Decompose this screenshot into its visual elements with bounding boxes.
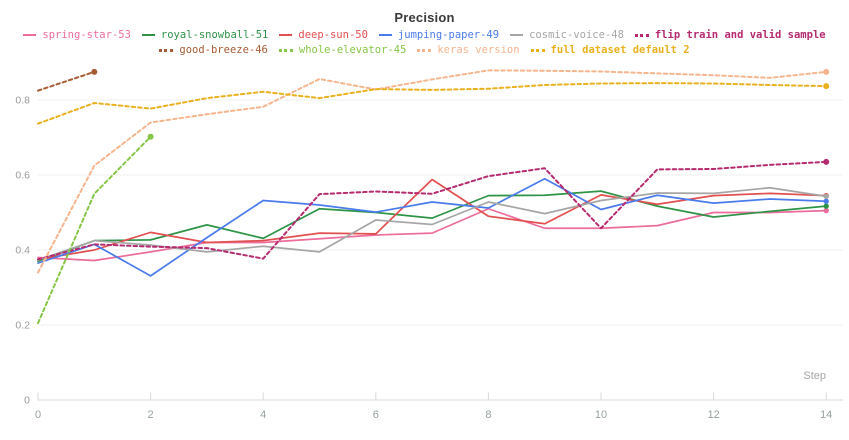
series-endpoint-dot — [823, 193, 829, 200]
legend-row-2: good-breeze-46 whole-elevator-45 keras ver… — [159, 44, 690, 56]
legend-item-label: good-breeze-46 — [179, 44, 268, 56]
series-endpoint-dot — [823, 207, 829, 214]
series-line-deep-sun-50[interactable] — [37, 178, 828, 261]
series-endpoint-dot — [823, 198, 829, 204]
chart-legend: spring-star-53 royal-snowball-51 deep-sun-… — [0, 29, 849, 56]
series-line-good-breeze-46[interactable] — [37, 70, 96, 92]
series-endpoint-dot — [823, 83, 830, 90]
x-tick-label: 8 — [485, 409, 491, 421]
solid-line-icon — [23, 34, 37, 36]
legend-item-good-breeze-46[interactable]: good-breeze-46 — [159, 44, 268, 56]
legend-item-label: jumping-paper-49 — [397, 29, 500, 41]
dashed-line-icon — [417, 48, 432, 52]
series-endpoint-dot — [91, 68, 98, 75]
series-line-keras-version[interactable] — [37, 69, 828, 274]
legend-item-cosmic-voice-48[interactable]: cosmic-voice-48 — [510, 29, 624, 41]
x-axis-title: Step — [803, 370, 826, 382]
series-line-whole-elevator-45[interactable] — [37, 135, 152, 325]
y-tick-label: 0 — [24, 395, 30, 407]
dashed-line-icon — [278, 48, 293, 52]
y-tick-label: 0.8 — [15, 95, 30, 107]
solid-line-icon — [510, 34, 524, 36]
x-tick-label: 6 — [373, 409, 379, 421]
y-tick-label: 0.2 — [15, 320, 30, 332]
x-tick-label: 10 — [595, 409, 607, 421]
legend-item-spring-star-53[interactable]: spring-star-53 — [23, 29, 131, 41]
y-tick-label: 0.6 — [15, 170, 30, 182]
dashed-line-icon — [530, 48, 545, 52]
legend-row-1: spring-star-53 royal-snowball-51 deep-sun-… — [23, 29, 826, 41]
legend-item-deep-sun-50[interactable]: deep-sun-50 — [279, 29, 368, 41]
x-tick-label: 0 — [35, 409, 41, 421]
x-tick-label: 2 — [148, 409, 154, 421]
legend-item-keras-version[interactable]: keras version — [417, 44, 520, 56]
y-tick-label: 0.4 — [15, 245, 30, 257]
solid-line-icon — [141, 34, 155, 36]
legend-item-label: royal-snowball-51 — [160, 29, 269, 41]
legend-item-label: full dataset default 2 — [550, 44, 690, 56]
x-tick-label: 14 — [820, 409, 832, 421]
solid-line-icon — [378, 34, 392, 36]
legend-item-full-dataset-default-2[interactable]: full dataset default 2 — [530, 44, 690, 56]
legend-item-flip-train-and-valid-sample[interactable]: flip train and valid sample — [634, 29, 826, 41]
series-line-spring-star-53[interactable] — [37, 207, 828, 262]
chart-title: Precision — [394, 10, 455, 25]
legend-item-jumping-paper-49[interactable]: jumping-paper-49 — [378, 29, 500, 41]
legend-item-label: keras version — [437, 44, 520, 56]
series-endpoint-dot — [147, 133, 154, 140]
legend-item-label: flip train and valid sample — [654, 29, 826, 41]
legend-item-label: cosmic-voice-48 — [529, 29, 624, 41]
x-tick-label: 4 — [260, 409, 266, 421]
series-line-full-dataset-default-2[interactable] — [37, 82, 828, 125]
dashed-line-icon — [634, 33, 649, 37]
series-endpoint-dot — [823, 203, 829, 209]
solid-line-icon — [279, 34, 293, 36]
series-endpoint-dot — [823, 68, 830, 75]
dashed-line-icon — [159, 48, 174, 52]
x-tick-label: 12 — [707, 409, 719, 421]
series-line-royal-snowball-51[interactable] — [37, 190, 828, 263]
series-line-flip-train-and-valid-sample[interactable] — [37, 160, 828, 261]
series-endpoint-dot — [823, 158, 830, 165]
series-line-jumping-paper-49[interactable] — [37, 177, 828, 277]
legend-item-royal-snowball-51[interactable]: royal-snowball-51 — [141, 29, 269, 41]
legend-item-whole-elevator-45[interactable]: whole-elevator-45 — [278, 44, 407, 56]
legend-item-label: spring-star-53 — [42, 29, 131, 41]
legend-item-label: whole-elevator-45 — [298, 44, 407, 56]
legend-item-label: deep-sun-50 — [298, 29, 368, 41]
series-line-cosmic-voice-48[interactable] — [37, 186, 828, 261]
